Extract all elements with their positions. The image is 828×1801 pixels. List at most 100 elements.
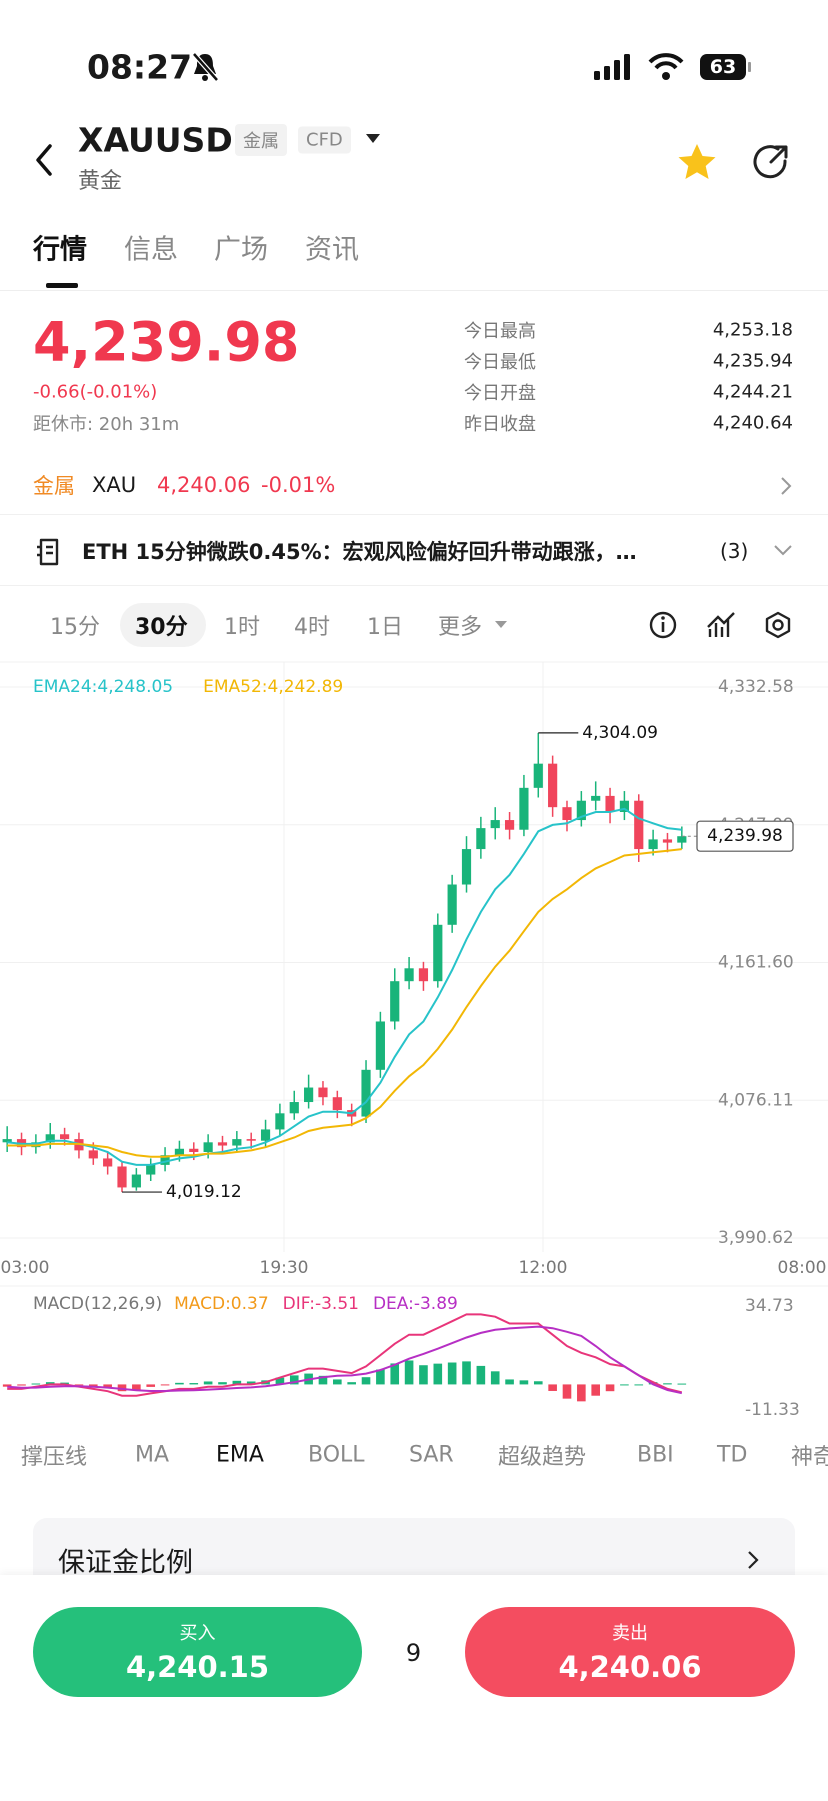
- stat-label: 今日最低: [464, 352, 536, 373]
- candle-body: [519, 787, 529, 830]
- macd-bar: [577, 1384, 586, 1402]
- chevron[interactable]: [745, 1549, 761, 1571]
- macd-bar: [275, 1377, 285, 1385]
- spread: 9: [405, 1639, 422, 1667]
- indicator-tab[interactable]: 神奇: [791, 1445, 828, 1470]
- dropdown-icon[interactable]: [364, 132, 382, 146]
- price-change: -0.66(-0.01%): [33, 381, 158, 403]
- candle-body: [533, 763, 543, 788]
- timeframe[interactable]: 30分: [135, 615, 188, 640]
- indicator-tab[interactable]: 撑压线: [21, 1445, 88, 1470]
- news-count: (3): [720, 539, 749, 563]
- buy-price: 4,240.15: [125, 1650, 270, 1684]
- macd-bar: [634, 1384, 644, 1386]
- candle-body: [562, 807, 572, 821]
- status-time: 08:27: [87, 47, 193, 87]
- battery-level: 63: [709, 56, 737, 78]
- chart: 03:00 19:30 12:00 08:00 3,990.62 4,076.11 4,16…: [0, 661, 828, 1420]
- stat-value: 4,244.21: [712, 381, 793, 403]
- more-caret[interactable]: [494, 619, 508, 631]
- stat-label: 昨日收盘: [464, 414, 536, 435]
- candle-body: [490, 820, 500, 829]
- macd-bar: [476, 1365, 486, 1385]
- tab[interactable]: 行情: [33, 234, 87, 266]
- divider: [0, 290, 828, 291]
- chart-tools[interactable]: [648, 609, 798, 643]
- expand-icon[interactable]: [772, 541, 794, 559]
- indicator-tab[interactable]: 超级趋势: [498, 1445, 587, 1470]
- candle-body: [418, 968, 429, 982]
- candle-body: [189, 1148, 199, 1152]
- macd-bar: [31, 1383, 41, 1385]
- legend-entry: DEA:-3.89: [373, 1294, 458, 1314]
- candle-body: [548, 763, 558, 808]
- candle-body: [476, 828, 486, 850]
- macd-bar: [218, 1382, 227, 1385]
- candle-body: [619, 800, 629, 813]
- chevron[interactable]: [778, 475, 794, 497]
- candle-body: [131, 1174, 141, 1188]
- macd-bar: [591, 1384, 601, 1396]
- stat-value: 4,240.64: [712, 412, 793, 434]
- candle-body: [289, 1102, 299, 1114]
- y-tick-label: 4,332.58: [718, 677, 794, 697]
- candle-body: [246, 1139, 256, 1141]
- macd-bar: [189, 1383, 199, 1385]
- candle-body: [447, 884, 457, 925]
- candle-body: [504, 820, 515, 830]
- candle-body: [45, 1134, 55, 1143]
- indicator-tab[interactable]: BOLL: [308, 1442, 365, 1468]
- timeframe[interactable]: 更多: [438, 615, 483, 640]
- macd-bar: [404, 1360, 414, 1385]
- macd-bar: [505, 1379, 514, 1385]
- candle-body: [160, 1155, 170, 1165]
- annotation-label: 4,304.09: [582, 723, 658, 743]
- back-button[interactable]: [30, 140, 60, 180]
- tag: 金属: [235, 124, 287, 156]
- macd-bar: [519, 1380, 529, 1385]
- candle-body: [332, 1097, 342, 1111]
- favorite-star[interactable]: [676, 142, 718, 182]
- indicator-tab[interactable]: EMA: [216, 1442, 264, 1468]
- ema-line: [7, 848, 682, 1158]
- macd-bar: [347, 1382, 356, 1385]
- legend-entry: EMA52:4,242.89: [203, 677, 343, 697]
- macd-bar: [620, 1384, 629, 1386]
- macd-bar: [663, 1383, 672, 1385]
- macd-bar: [88, 1384, 98, 1387]
- last-price: 4,239.98: [33, 310, 300, 374]
- status-icons: [594, 53, 751, 80]
- indicator-tab[interactable]: MA: [135, 1442, 170, 1468]
- macd-bar: [160, 1384, 170, 1386]
- indicator-tab[interactable]: SAR: [409, 1442, 454, 1468]
- tab[interactable]: 信息: [124, 234, 178, 266]
- macd-bar: [562, 1384, 572, 1399]
- stat-value: 4,235.94: [712, 350, 793, 372]
- sell-price: 4,240.06: [558, 1650, 702, 1684]
- timeframe[interactable]: 4时: [294, 615, 330, 640]
- tab[interactable]: 资讯: [305, 234, 359, 266]
- x-tick-label: 19:30: [260, 1258, 309, 1278]
- stat-value: 4,253.18: [712, 319, 793, 341]
- divider: [0, 514, 828, 515]
- indicator-tab[interactable]: BBI: [637, 1442, 674, 1468]
- timeframe[interactable]: 1日: [367, 615, 403, 640]
- legend-entry: DIF:-3.51: [283, 1294, 359, 1314]
- candle-body: [648, 839, 658, 850]
- candle-body: [146, 1164, 156, 1175]
- news-headline[interactable]: ETH 15分钟微跌0.45%：宏观风险偏好回升带动跟涨，…: [82, 540, 637, 564]
- tab[interactable]: 广场: [214, 234, 268, 266]
- news-icon: [37, 538, 59, 566]
- sell-button[interactable]: [465, 1607, 795, 1697]
- candle-body: [404, 968, 414, 982]
- share-button[interactable]: [752, 143, 792, 183]
- buy-button[interactable]: [33, 1607, 362, 1697]
- timeframe-selected-bg: [120, 603, 206, 647]
- macd-bar: [289, 1375, 299, 1385]
- timeframe[interactable]: 15分: [50, 615, 100, 640]
- timeframe[interactable]: 1时: [224, 615, 260, 640]
- candle-body: [103, 1158, 113, 1167]
- indicator-tab[interactable]: TD: [717, 1442, 748, 1468]
- macd-bar: [103, 1384, 112, 1389]
- last-price-label: 4,239.98: [707, 826, 783, 846]
